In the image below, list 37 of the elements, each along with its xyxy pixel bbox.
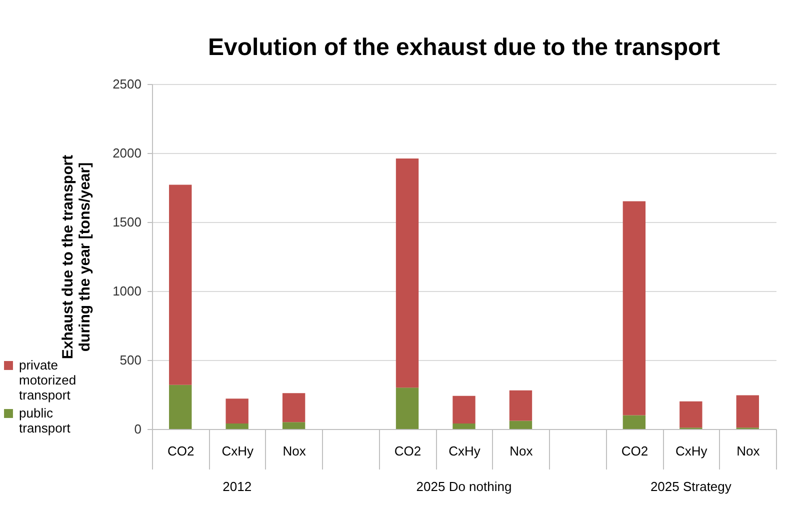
x-tick-label: CxHy xyxy=(676,444,708,458)
bar xyxy=(169,384,192,429)
y-tick-label: 2000 xyxy=(112,146,142,160)
text: 2012 xyxy=(222,479,252,494)
bar xyxy=(226,423,248,429)
x-tick-label: CxHy xyxy=(222,444,254,458)
y-axis-title: Exhaust due to the transport during the year [tons/year] xyxy=(60,154,94,360)
x-tick-label: CxHy xyxy=(448,444,481,458)
y-tick-label: 1500 xyxy=(112,214,142,230)
y-tick-label: 0 xyxy=(134,422,142,436)
bar xyxy=(282,422,306,429)
bar xyxy=(282,393,306,422)
x-tick-label: CO2 xyxy=(621,444,648,458)
text: 2025 Do nothing xyxy=(416,479,512,494)
bar xyxy=(396,158,419,388)
legend-label: public transport xyxy=(19,406,71,436)
x-tick-label: Nox xyxy=(736,444,760,458)
x-tick-label: Nox xyxy=(282,444,306,458)
bar xyxy=(680,401,702,428)
x-tick-label: Nox xyxy=(510,444,534,458)
bar xyxy=(226,398,248,424)
bar xyxy=(452,423,476,429)
bar xyxy=(509,390,532,421)
bar xyxy=(396,388,419,429)
bar xyxy=(622,201,646,416)
bar xyxy=(169,184,192,385)
y-tick-label: 2500 xyxy=(112,76,142,92)
text: 2025 Strategy xyxy=(650,479,732,494)
x-tick-label: CO2 xyxy=(394,444,422,458)
y-tick-label: 1000 xyxy=(112,284,142,298)
chart-title: Evolution of the exhaust due to the transport xyxy=(208,34,720,61)
x-tick-label: CO2 xyxy=(167,444,194,458)
y-tick-label: 500 xyxy=(120,352,142,368)
bar xyxy=(452,396,476,424)
bar xyxy=(736,395,759,428)
bar xyxy=(509,420,532,429)
bar xyxy=(622,415,646,429)
